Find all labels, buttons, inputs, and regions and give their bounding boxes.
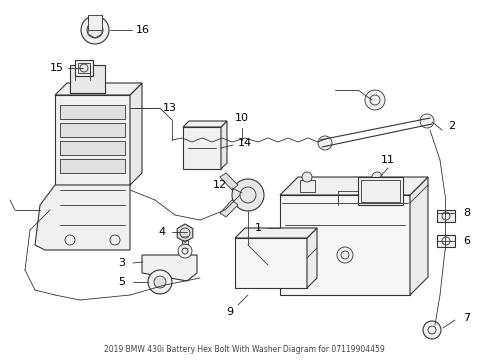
Circle shape <box>178 244 192 258</box>
Circle shape <box>317 136 331 150</box>
Text: 7: 7 <box>463 313 469 323</box>
Circle shape <box>422 321 440 339</box>
Bar <box>60 159 125 173</box>
Polygon shape <box>130 83 142 185</box>
Text: 13: 13 <box>163 103 177 113</box>
Polygon shape <box>220 200 238 217</box>
Polygon shape <box>235 228 316 238</box>
Text: 16: 16 <box>136 25 150 35</box>
Polygon shape <box>142 255 197 281</box>
Circle shape <box>231 179 264 211</box>
Bar <box>75 60 93 76</box>
Text: 1: 1 <box>254 223 261 233</box>
Circle shape <box>371 172 381 182</box>
Bar <box>60 105 125 119</box>
Circle shape <box>302 172 311 182</box>
Text: 10: 10 <box>235 113 248 123</box>
Polygon shape <box>220 173 238 190</box>
Text: 14: 14 <box>238 138 251 148</box>
Polygon shape <box>409 177 427 295</box>
Polygon shape <box>221 121 226 169</box>
Text: 3: 3 <box>118 258 125 268</box>
Text: 5: 5 <box>118 277 125 287</box>
Polygon shape <box>280 177 427 195</box>
Bar <box>183 127 221 169</box>
Polygon shape <box>55 83 142 95</box>
Bar <box>70 65 105 93</box>
Bar <box>357 177 402 205</box>
Bar <box>369 180 384 192</box>
Polygon shape <box>183 121 226 127</box>
Text: 15: 15 <box>50 63 64 73</box>
Bar <box>55 95 130 185</box>
Bar <box>78 63 90 73</box>
Polygon shape <box>88 22 102 38</box>
Bar <box>280 195 409 295</box>
Circle shape <box>81 16 109 44</box>
Text: 4: 4 <box>158 227 165 237</box>
Text: 8: 8 <box>463 208 469 218</box>
Text: 2: 2 <box>447 121 455 131</box>
Polygon shape <box>177 224 192 242</box>
Bar <box>436 235 454 247</box>
Circle shape <box>148 270 172 294</box>
Bar <box>436 210 454 222</box>
Circle shape <box>154 276 165 288</box>
Text: 12: 12 <box>212 180 226 190</box>
Text: 9: 9 <box>226 307 233 317</box>
Bar <box>60 141 125 155</box>
Polygon shape <box>35 185 130 250</box>
Bar <box>360 180 399 202</box>
Circle shape <box>419 114 433 128</box>
Bar <box>60 123 125 137</box>
Bar <box>235 238 306 288</box>
Polygon shape <box>306 228 316 288</box>
Text: 6: 6 <box>463 236 469 246</box>
Text: 2019 BMW 430i Battery Hex Bolt With Washer Diagram for 07119904459: 2019 BMW 430i Battery Hex Bolt With Wash… <box>103 345 384 354</box>
Text: 11: 11 <box>380 155 394 165</box>
Bar <box>299 180 314 192</box>
Bar <box>88 15 102 30</box>
Circle shape <box>364 90 384 110</box>
Bar <box>182 233 187 251</box>
Circle shape <box>336 247 352 263</box>
Circle shape <box>87 22 103 38</box>
